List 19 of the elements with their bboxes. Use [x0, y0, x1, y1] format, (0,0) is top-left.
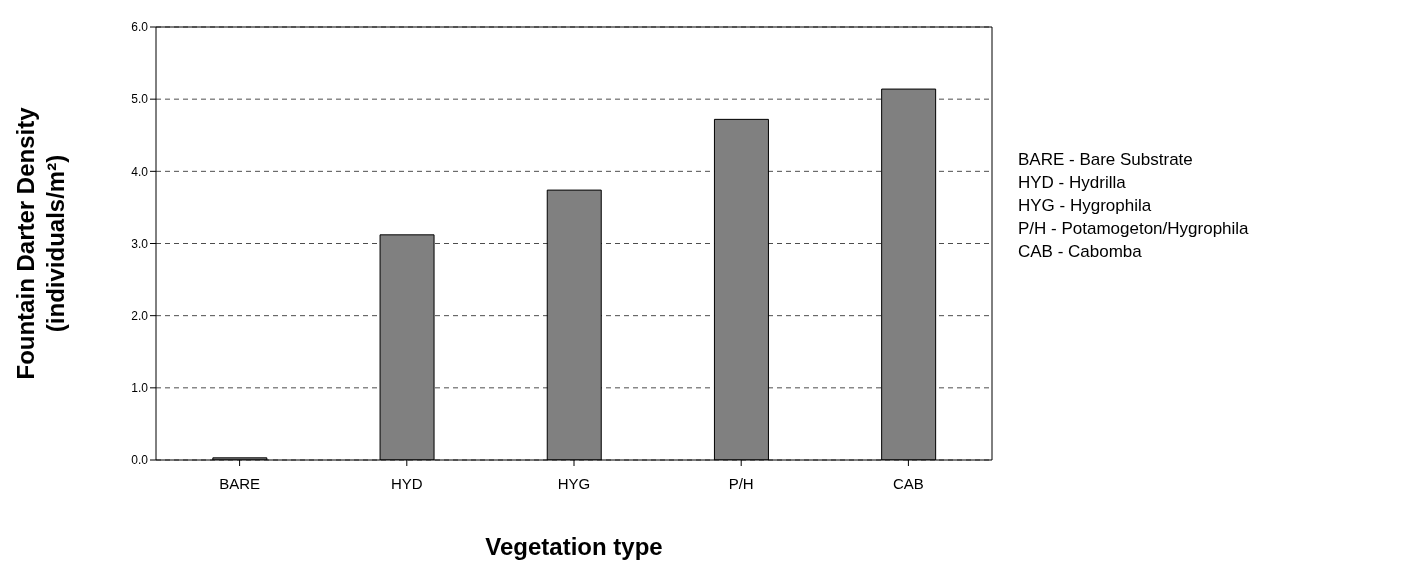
y-tick-label: 3.0: [131, 236, 149, 251]
x-tick-label: HYG: [557, 474, 591, 492]
y-tick-label: 2.0: [131, 308, 149, 323]
y-tick-label: 6.0: [131, 20, 149, 35]
text: P/H - Potamogeton/Hygrophila: [1018, 218, 1249, 240]
y-tick-label: 0.0: [131, 453, 149, 468]
text: HYG - Hygrophila: [1018, 195, 1153, 217]
y-axis-title: Fountain Darter Density (individuals/m²): [12, 106, 69, 380]
x-tick-label: HYD: [390, 474, 423, 492]
x-tick-label: BARE: [219, 474, 261, 492]
x-axis-title: Vegetation type: [485, 533, 663, 560]
y-tick-label: 4.0: [131, 164, 149, 179]
text: CAB - Cabomba: [1018, 241, 1143, 263]
x-tick-label: P/H: [728, 474, 754, 492]
y-tick-label: 5.0: [131, 92, 149, 107]
text: BARE - Bare Substrate: [1018, 149, 1194, 171]
y-tick-label: 1.0: [131, 381, 149, 396]
x-tick-label: CAB: [892, 474, 924, 492]
text: HYD - Hydrilla: [1018, 172, 1127, 194]
